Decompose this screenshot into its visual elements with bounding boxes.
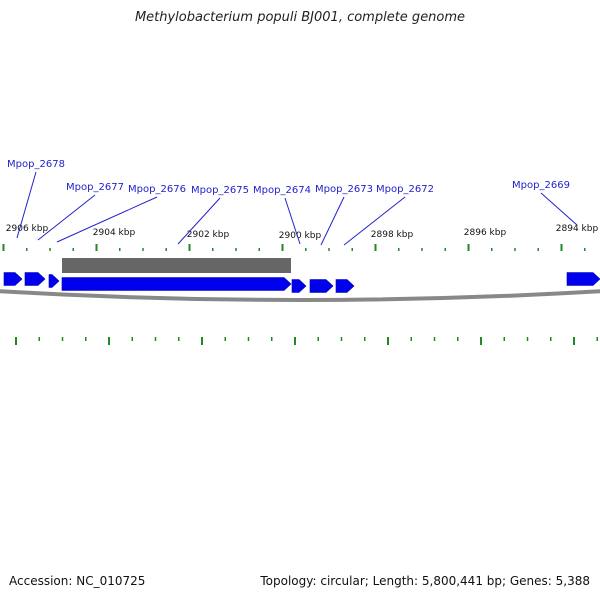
gene-arrows [3, 272, 600, 293]
gene-label: Mpop_2675 [191, 185, 249, 196]
map-title: Methylobacterium populi BJ001, complete … [134, 10, 466, 25]
gene-label-leader [177, 197, 221, 245]
gene-arrow [3, 272, 23, 286]
outer-tick-marks [2, 244, 586, 251]
gene-label: Mpop_2674 [253, 185, 311, 196]
gene-label-leader [540, 192, 578, 226]
gene-arrow [566, 272, 600, 286]
scale-label: 2900 kbp [279, 231, 322, 241]
gene-label-leader [16, 171, 37, 239]
gene-label-leader [37, 194, 96, 241]
gene-arrow [291, 279, 307, 293]
feature-bar [62, 258, 291, 273]
gene-arrow [335, 279, 355, 293]
scale-label: 2902 kbp [187, 230, 230, 240]
gene-label: Mpop_2669 [512, 180, 570, 191]
gene-label: Mpop_2673 [315, 184, 373, 195]
gene-labels: Mpop_2678 Mpop_2677 Mpop_2676 Mpop_2675 Mpop… [7, 159, 578, 246]
accession-text: Accession: NC_010725 [9, 574, 146, 588]
gene-label-leader [343, 196, 406, 246]
scale-label: 2896 kbp [464, 228, 507, 238]
inner-tick-marks [15, 337, 598, 345]
gene-label-leader [56, 196, 158, 243]
gene-label-leader [284, 197, 301, 245]
gene-arrow [48, 274, 60, 288]
gene-arrow [61, 277, 292, 291]
genome-backbone-arc [0, 289, 600, 302]
gene-label: Mpop_2672 [376, 184, 434, 195]
gene-arrow [309, 279, 334, 293]
gene-label-leader [320, 196, 345, 246]
gene-arrow [24, 272, 46, 286]
scale-label: 2904 kbp [93, 228, 136, 238]
gene-label: Mpop_2676 [128, 184, 186, 195]
gene-label: Mpop_2678 [7, 159, 65, 170]
genome-summary-text: Topology: circular; Length: 5,800,441 bp… [260, 574, 590, 588]
scale-label: 2894 kbp [556, 224, 599, 234]
scale-label: 2906 kbp [6, 224, 49, 234]
scale-labels: 2906 kbp 2904 kbp 2902 kbp 2900 kbp 2898 kbp… [6, 224, 599, 241]
gene-label: Mpop_2677 [66, 182, 124, 193]
scale-label: 2898 kbp [371, 230, 414, 240]
